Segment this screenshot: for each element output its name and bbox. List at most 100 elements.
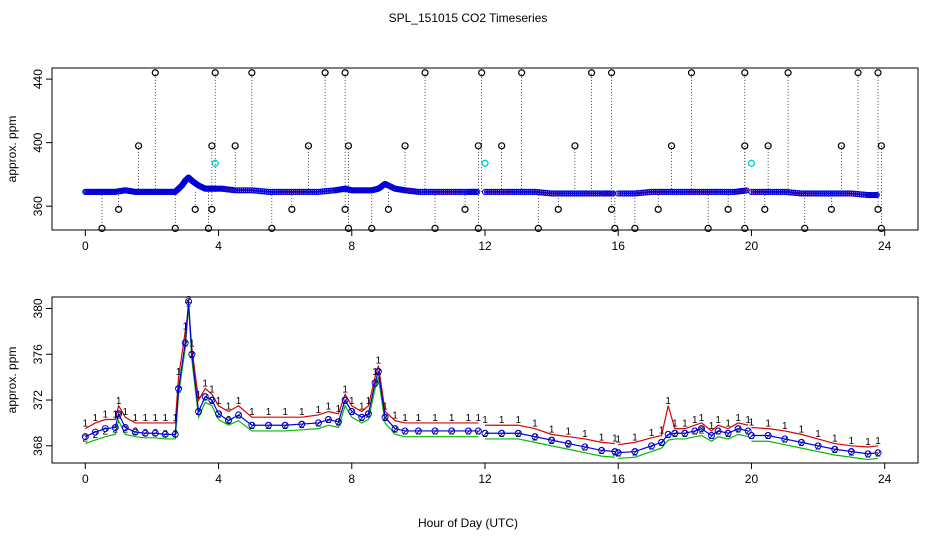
series-3-point xyxy=(698,425,705,433)
baseline-point xyxy=(311,188,318,195)
series-1-label: 1 xyxy=(103,409,109,420)
baseline-point xyxy=(719,188,726,195)
baseline-point xyxy=(282,188,289,195)
baseline-point xyxy=(544,189,551,197)
baseline-point xyxy=(550,190,557,197)
x-tick-label: 16 xyxy=(612,472,626,486)
series-1-label: 1 xyxy=(582,429,588,440)
baseline-point xyxy=(309,188,316,195)
baseline-point xyxy=(448,188,455,195)
series-3-point xyxy=(161,430,169,438)
series-3-point xyxy=(474,427,482,435)
baseline-point xyxy=(779,188,786,195)
baseline-point xyxy=(490,188,497,195)
baseline-point xyxy=(513,188,520,195)
baseline-point xyxy=(700,188,707,195)
series-1-label: 1 xyxy=(749,418,755,429)
series-1-label: 1 xyxy=(249,407,255,418)
baseline-point xyxy=(821,190,828,197)
outlier-point xyxy=(741,224,749,233)
series-1-label: 1 xyxy=(342,384,348,395)
series-2-label: 2 xyxy=(765,431,771,442)
outlier-point xyxy=(211,69,219,77)
baseline-point xyxy=(812,190,820,197)
series-2-label: 2 xyxy=(699,426,705,437)
baseline-point xyxy=(540,189,547,196)
series-1-line xyxy=(751,426,879,448)
baseline-point xyxy=(579,190,586,197)
series-2-label: 2 xyxy=(326,415,332,426)
baseline-point xyxy=(810,190,818,197)
series-2-label: 2 xyxy=(799,438,805,449)
baseline-point xyxy=(627,190,634,197)
baseline-point xyxy=(236,187,243,194)
series-3-point xyxy=(381,413,389,421)
baseline-point xyxy=(765,188,772,195)
series-1-label: 1 xyxy=(745,415,751,426)
baseline-point xyxy=(748,188,755,195)
series-3-point xyxy=(781,435,789,443)
baseline-point xyxy=(565,190,572,197)
series-1-label: 1 xyxy=(549,424,555,435)
series-2-label: 2 xyxy=(449,427,455,438)
outlier-point xyxy=(474,224,482,233)
series-1-label: 1 xyxy=(715,415,721,426)
baseline-point xyxy=(665,188,672,195)
series-3-point xyxy=(598,446,606,454)
series-3-point xyxy=(744,427,752,435)
series-3-point xyxy=(498,429,506,437)
series-3-point xyxy=(265,421,272,429)
series-2-label: 2 xyxy=(93,430,99,441)
baseline-point xyxy=(677,188,684,195)
series-3-point xyxy=(215,410,223,418)
x-axis-label: Hour of Day (UTC) xyxy=(418,516,518,530)
series-2-label: 2 xyxy=(266,421,272,432)
baseline-point xyxy=(669,188,676,195)
series-1-label: 1 xyxy=(359,401,365,412)
baseline-point xyxy=(234,187,241,194)
series-1-label: 1 xyxy=(599,432,605,443)
series-1-label: 1 xyxy=(832,434,838,445)
baseline-point xyxy=(415,188,422,195)
outlier-point xyxy=(431,224,439,233)
baseline-point xyxy=(769,188,776,195)
baseline-point xyxy=(244,187,251,194)
baseline-point xyxy=(615,190,622,197)
series-3-point xyxy=(581,443,589,451)
outlier-point xyxy=(498,142,506,150)
baseline-point xyxy=(421,188,428,195)
series-1-label: 1 xyxy=(799,424,805,435)
baseline-point xyxy=(536,189,543,196)
outlier-point xyxy=(764,142,772,150)
baseline-point xyxy=(650,188,657,195)
series-2-label: 2 xyxy=(715,427,721,438)
series-2-line xyxy=(751,440,879,461)
series-1-label: 1 xyxy=(216,396,222,407)
series-2-label: 2 xyxy=(735,424,741,435)
baseline-point xyxy=(254,187,262,194)
baseline-point xyxy=(802,190,809,197)
baseline-point xyxy=(754,188,761,195)
series-2-label: 2 xyxy=(359,413,365,424)
series-3-point xyxy=(171,430,179,438)
series-1-label: 1 xyxy=(532,419,538,430)
series-2-label: 2 xyxy=(749,431,755,442)
baseline-point xyxy=(488,188,495,195)
series-1-label: 1 xyxy=(93,413,99,424)
series-2-label: 2 xyxy=(582,443,588,454)
baseline-point xyxy=(638,189,645,196)
baseline-point xyxy=(319,188,326,195)
series-1-line xyxy=(618,405,749,446)
baseline-point xyxy=(431,188,439,195)
baseline-point xyxy=(673,188,680,195)
outlier-point xyxy=(268,224,276,233)
series-1-label: 1 xyxy=(865,437,871,448)
baseline-point xyxy=(721,188,728,195)
baseline-point xyxy=(573,190,580,197)
chart-title: SPL_151015 CO2 Timeseries xyxy=(389,11,548,25)
series-1-label: 1 xyxy=(202,379,208,390)
series-3-point xyxy=(185,298,193,306)
series-1-label: 1 xyxy=(875,436,881,447)
series-1-label: 1 xyxy=(692,415,698,426)
